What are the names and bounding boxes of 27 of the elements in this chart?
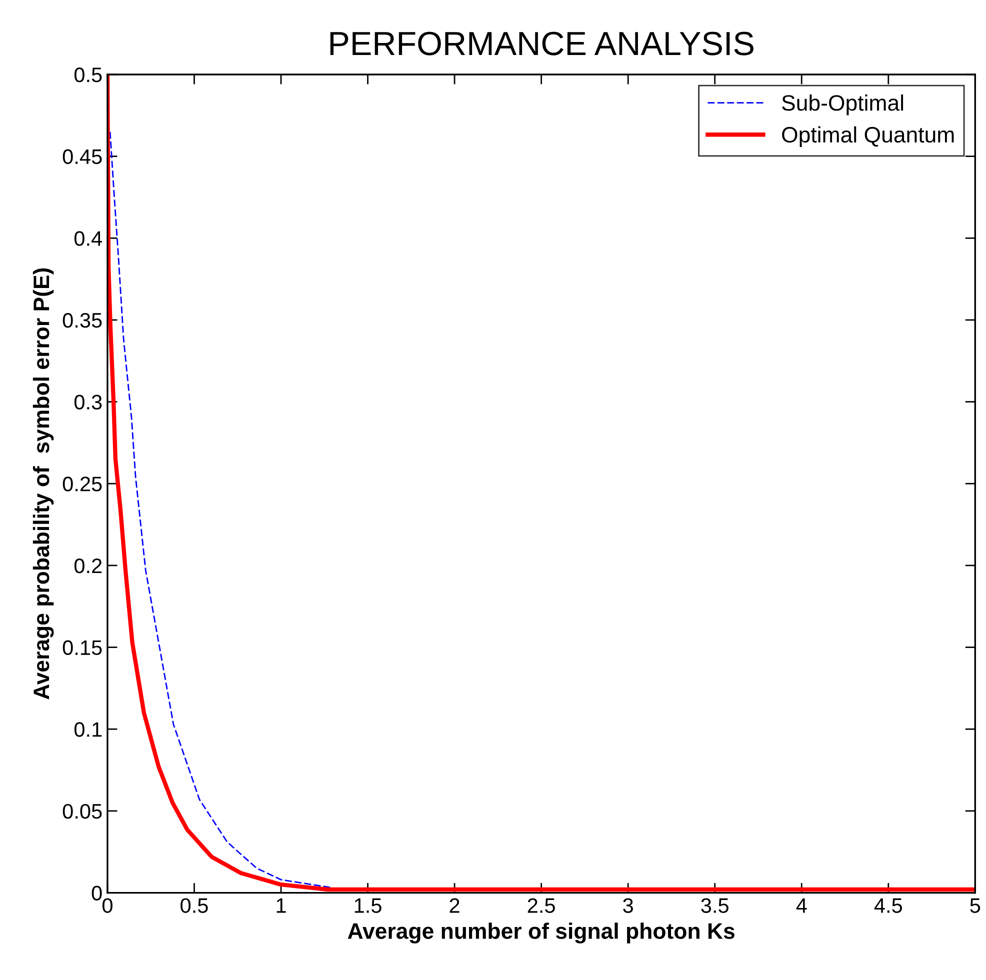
x-tick-label: 1 xyxy=(276,898,286,913)
x-tick-label: 4 xyxy=(796,898,807,913)
y-tick-label: 0.5 xyxy=(74,67,102,82)
x-tick-label: 2.5 xyxy=(528,898,555,913)
y-tick-label: 0.2 xyxy=(74,558,102,574)
y-tick-label: 0.25 xyxy=(62,476,102,492)
x-tick-label: 2 xyxy=(450,898,460,913)
x-tick-label: 3.5 xyxy=(701,898,728,913)
x-tick-label: 3 xyxy=(623,898,633,913)
y-tick-label: 0.3 xyxy=(74,394,102,410)
y-axis-title: Average probability of symbol error P(E) xyxy=(32,268,54,700)
x-tick-label: 0.5 xyxy=(180,898,208,913)
y-tick-label: 0.1 xyxy=(74,722,102,737)
x-tick-label: 0 xyxy=(102,898,112,913)
x-tick-label: 1.5 xyxy=(354,898,382,913)
legend-label: Sub-Optimal xyxy=(782,94,904,116)
y-tick-label: 0.45 xyxy=(62,149,102,164)
y-tick-label: 0 xyxy=(92,886,102,901)
chart-title: PERFORMANCE ANALYSIS xyxy=(330,32,754,56)
x-tick-label: 4.5 xyxy=(874,898,902,913)
legend-label: Optimal Quantum xyxy=(782,126,954,148)
x-tick-label: 5 xyxy=(970,898,980,913)
x-axis-title: Average number of signal photon Ks xyxy=(348,922,734,944)
y-tick-label: 0.15 xyxy=(62,640,102,656)
y-tick-label: 0.35 xyxy=(62,312,102,328)
y-tick-label: 0.4 xyxy=(74,231,102,246)
y-tick-label: 0.05 xyxy=(62,804,102,819)
